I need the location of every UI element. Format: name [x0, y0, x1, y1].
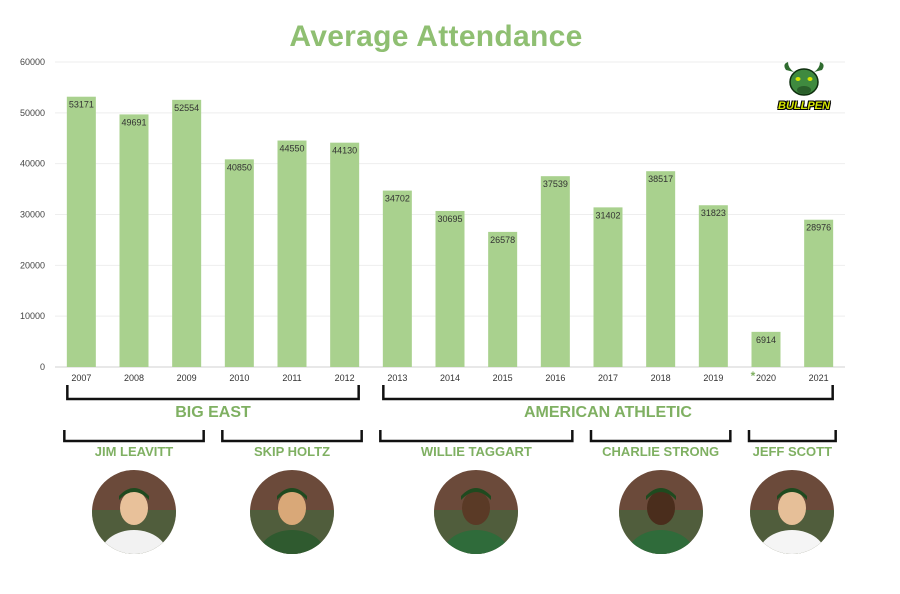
data-label: 31402 — [595, 210, 620, 220]
conference-label: BIG EAST — [175, 404, 251, 421]
data-label: 30695 — [437, 214, 462, 224]
x-tick-label: 2021 — [809, 373, 829, 383]
data-label: 53171 — [69, 100, 94, 110]
bar-2014 — [435, 210, 465, 367]
data-label: 26578 — [490, 235, 515, 245]
data-label: 38517 — [648, 174, 673, 184]
coach-bracket — [221, 430, 363, 443]
coach-name: CHARLIE STRONG — [602, 444, 720, 459]
y-tick-label: 0 — [40, 362, 45, 372]
x-tick-label: 2010 — [229, 373, 249, 383]
coach-bracket — [747, 430, 837, 443]
bar-2009 — [172, 99, 202, 368]
coach-photo-icon — [92, 470, 176, 554]
coach-name: SKIP HOLTZ — [253, 444, 331, 459]
data-label: 34702 — [385, 194, 410, 204]
x-tick-label: 2019 — [703, 373, 723, 383]
x-tick-label: 2011 — [282, 373, 301, 383]
coach-photo — [618, 470, 703, 554]
bar-2013 — [382, 190, 412, 367]
x-tick-label: 2009 — [177, 373, 197, 383]
coach-name: JEFF SCOTT — [752, 444, 833, 459]
logo-text: BULLPEN — [778, 100, 830, 112]
x-tick-label: 2020 — [756, 373, 776, 383]
bar-2008 — [119, 114, 149, 367]
coach-bracket — [589, 430, 732, 443]
bar-2012 — [330, 142, 360, 367]
y-tick-label: 40000 — [20, 159, 45, 169]
y-tick-label: 30000 — [20, 210, 45, 220]
conference-bracket — [382, 385, 834, 401]
bar-2015 — [488, 231, 518, 367]
data-label: 37539 — [543, 179, 568, 189]
y-tick-label: 20000 — [20, 260, 45, 270]
x-tick-label: 2007 — [71, 373, 91, 383]
coach-photo — [750, 470, 835, 554]
bar-2019 — [698, 205, 728, 367]
chart-title: Average Attendance — [289, 20, 583, 53]
bar-2011 — [277, 140, 307, 367]
data-label: 31823 — [701, 208, 726, 218]
coach-name: JIM LEAVITT — [94, 444, 174, 459]
data-label: 44550 — [279, 144, 304, 154]
coach-bracket — [379, 430, 574, 443]
x-tick-label: 2013 — [387, 373, 407, 383]
coach-photo-icon — [250, 470, 334, 554]
x-tick-label: 2016 — [545, 373, 565, 383]
coach-photo-icon — [618, 470, 703, 554]
data-label: 28976 — [806, 223, 831, 233]
data-label: 6914 — [756, 335, 776, 345]
x-tick-label: 2017 — [598, 373, 618, 383]
x-tick-label: 2008 — [124, 373, 144, 383]
conference-bracket — [66, 385, 360, 401]
x-tick-label: 2012 — [335, 373, 355, 383]
coach-bracket — [63, 430, 205, 443]
x-tick-asterisk: * — [751, 369, 756, 383]
bar-2020 — [751, 331, 781, 367]
bar-2018 — [646, 171, 676, 367]
data-label: 49691 — [121, 117, 146, 127]
coach-photo — [434, 470, 519, 554]
data-label: 40850 — [227, 162, 252, 172]
y-tick-label: 10000 — [20, 311, 45, 321]
coach-photo-icon — [750, 470, 835, 554]
data-label: 44130 — [332, 146, 357, 156]
bull-logo-icon — [784, 62, 824, 96]
bar-2021 — [804, 219, 834, 367]
x-tick-label: 2014 — [440, 373, 460, 383]
y-tick-label: 50000 — [20, 108, 45, 118]
bar-2010 — [224, 159, 254, 367]
data-label: 52554 — [174, 103, 199, 113]
bar-2016 — [540, 176, 570, 367]
bar-2007 — [66, 96, 96, 367]
coach-photo-icon — [434, 470, 519, 554]
bar-2017 — [593, 207, 623, 367]
coach-name: WILLIE TAGGART — [420, 444, 532, 459]
x-tick-label: 2018 — [651, 373, 671, 383]
x-tick-label: 2015 — [493, 373, 513, 383]
coach-photo — [92, 470, 176, 554]
coach-photo — [250, 470, 334, 554]
y-tick-label: 60000 — [20, 57, 45, 67]
conference-label: AMERICAN ATHLETIC — [524, 404, 692, 421]
bullpen-logo: BULLPEN — [776, 62, 832, 114]
